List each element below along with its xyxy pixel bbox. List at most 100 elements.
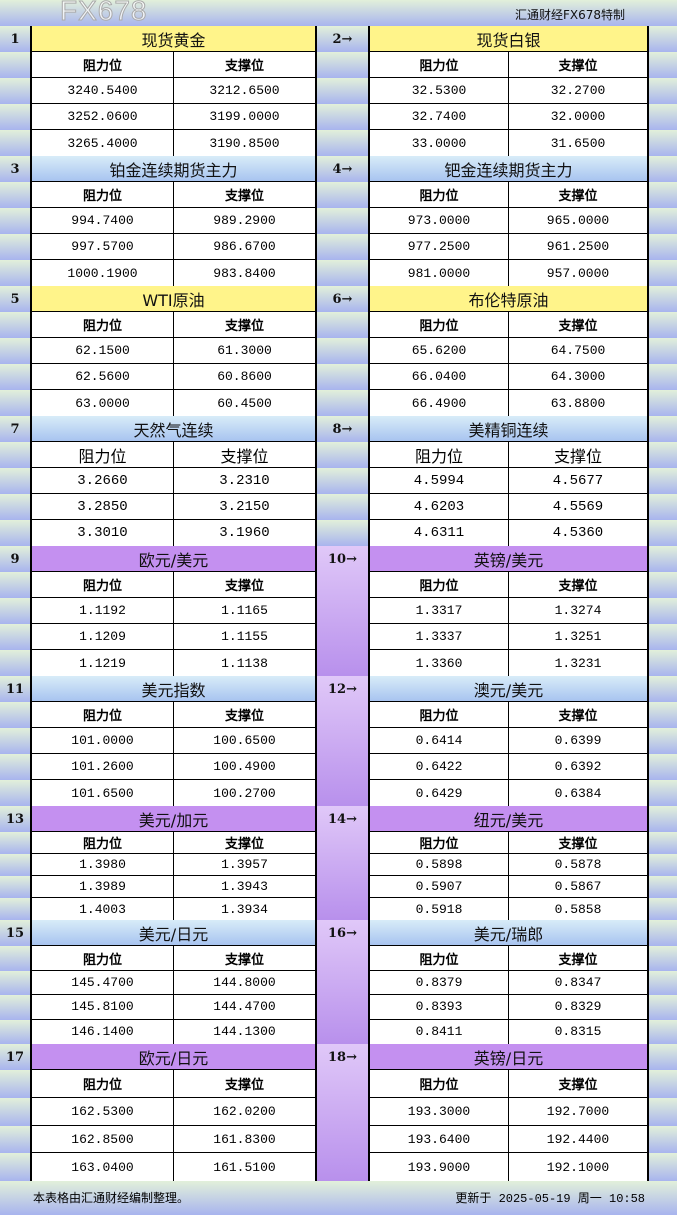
table-row: 162.5300 162.0200 [32, 1098, 315, 1126]
support-value: 161.8300 [173, 1125, 315, 1153]
resistance-header: 阻力位 [82, 319, 122, 334]
support-value: 1.1138 [173, 650, 315, 676]
instrument-title: 英镑/美元 [370, 546, 647, 572]
quote-table: 美元指数 阻力位 支撑位 101.0000 100.6500 101.2600 100.49… [30, 676, 317, 806]
resistance-header: 阻力位 [82, 1078, 122, 1093]
resistance-value: 1.4003 [79, 901, 126, 917]
support-value: 3212.6500 [173, 78, 315, 103]
instrument-title: 欧元/美元 [32, 546, 315, 572]
resistance-value: 66.0400 [411, 369, 467, 384]
support-value: 1.3251 [508, 624, 647, 649]
column-header-row: 阻力位 支撑位 [370, 702, 647, 728]
table-row: 32.5300 32.2700 [370, 78, 647, 104]
column-header-row: 阻力位 支撑位 [32, 182, 315, 208]
support-value: 60.8600 [173, 364, 315, 389]
support-value: 0.6384 [508, 780, 647, 806]
table-row: 163.0400 161.5100 [32, 1153, 315, 1182]
resistance-value: 981.0000 [407, 265, 471, 281]
footer-note: 本表格由汇通财经编制整理。 [33, 1191, 190, 1205]
table-row: 145.8100 144.4700 [32, 995, 315, 1020]
resistance-value: 101.0000 [71, 733, 134, 748]
resistance-value: 0.6422 [415, 759, 463, 774]
instrument-number: 6→ [332, 291, 353, 307]
table-row: 981.0000 957.0000 [370, 260, 647, 286]
column-header-row: 阻力位 支撑位 [370, 946, 647, 971]
resistance-header: 阻力位 [78, 446, 127, 466]
resistance-value: 32.7400 [411, 109, 467, 124]
support-value: 0.8329 [508, 995, 647, 1019]
resistance-header: 阻力位 [82, 59, 122, 74]
support-value: 161.5100 [173, 1153, 315, 1182]
instrument-number: 14→ [328, 811, 357, 827]
table-row: 1.1219 1.1138 [32, 650, 315, 676]
support-header: 支撑位 [173, 1070, 315, 1097]
support-header: 支撑位 [508, 52, 647, 77]
table-row: 66.0400 64.3000 [370, 364, 647, 390]
support-header: 支撑位 [173, 442, 315, 467]
table-row: 63.0000 60.4500 [32, 390, 315, 416]
instrument-title: 美元/日元 [32, 920, 315, 946]
support-value: 60.4500 [173, 390, 315, 416]
support-value: 192.4400 [508, 1125, 647, 1153]
table-row: 1.3980 1.3957 [32, 854, 315, 876]
resistance-value: 0.8411 [415, 1024, 463, 1040]
resistance-value: 0.8393 [415, 999, 463, 1015]
resistance-value: 977.2500 [407, 239, 471, 254]
quote-table: 美元/日元 阻力位 支撑位 145.4700 144.8000 145.8100 144.4… [30, 920, 317, 1044]
resistance-value: 3.2850 [77, 498, 128, 515]
support-value: 957.0000 [508, 260, 647, 286]
support-value: 63.8800 [508, 390, 647, 416]
brand-label: 汇通财经FX678特制 [514, 8, 625, 22]
support-value: 0.8315 [508, 1019, 647, 1044]
instrument-title: 美元/瑞郎 [370, 920, 647, 946]
instrument-number: 1 [10, 31, 20, 47]
quote-table: 欧元/美元 阻力位 支撑位 1.1192 1.1165 1.1209 1.1155 1.121… [30, 546, 317, 676]
resistance-value: 0.5898 [415, 857, 463, 872]
table-row: 101.2600 100.4900 [32, 754, 315, 780]
resistance-value: 1.3317 [415, 603, 463, 618]
support-value: 3190.8500 [173, 130, 315, 156]
watermark-logo: FX678 [60, 0, 148, 26]
support-value: 61.3000 [173, 338, 315, 363]
support-value: 144.8000 [173, 971, 315, 995]
support-header: 支撑位 [508, 312, 647, 337]
support-value: 144.4700 [173, 995, 315, 1019]
resistance-value: 32.5300 [411, 83, 467, 98]
quote-table: 铂金连续期货主力 阻力位 支撑位 994.7400 989.2900 997.5700 98… [30, 156, 317, 286]
instrument-number: 12→ [328, 681, 357, 697]
support-value: 144.1300 [173, 1019, 315, 1044]
instrument-number: 10→ [328, 551, 357, 567]
column-header-row: 阻力位 支撑位 [32, 1070, 315, 1098]
column-header-row: 阻力位 支撑位 [370, 182, 647, 208]
support-value: 64.3000 [508, 364, 647, 389]
support-value: 1.1165 [173, 598, 315, 623]
table-row: 0.6414 0.6399 [370, 728, 647, 754]
resistance-value: 162.8500 [71, 1131, 134, 1147]
resistance-value: 63.0000 [75, 395, 130, 411]
resistance-value: 193.9000 [407, 1159, 471, 1175]
resistance-value: 3240.5400 [67, 83, 138, 98]
support-value: 0.5878 [508, 854, 647, 875]
quote-table: 天然气连续 阻力位 支撑位 3.2660 3.2310 3.2850 3.2150 3.301… [30, 416, 317, 546]
support-value: 1.3934 [173, 898, 315, 920]
resistance-value: 0.5918 [415, 901, 463, 917]
table-row: 1.4003 1.3934 [32, 898, 315, 920]
resistance-header: 阻力位 [419, 59, 459, 74]
support-value: 0.8347 [508, 971, 647, 995]
table-row: 3265.4000 3190.8500 [32, 130, 315, 156]
table-row: 0.6422 0.6392 [370, 754, 647, 780]
support-header: 支撑位 [508, 1070, 647, 1097]
support-value: 64.7500 [508, 338, 647, 363]
resistance-value: 193.3000 [407, 1103, 471, 1119]
column-header-row: 阻力位 支撑位 [32, 946, 315, 971]
instrument-title: 天然气连续 [32, 416, 315, 442]
support-value: 965.0000 [508, 208, 647, 233]
resistance-value: 0.6414 [415, 733, 463, 748]
support-value: 1.1155 [173, 624, 315, 649]
resistance-value: 162.5300 [71, 1103, 134, 1119]
quote-table: 英镑/美元 阻力位 支撑位 1.3317 1.3274 1.3337 1.3251 1.336… [368, 546, 649, 676]
column-header-row: 阻力位 支撑位 [32, 312, 315, 338]
instrument-title: 美精铜连续 [370, 416, 647, 442]
table-row: 1.3317 1.3274 [370, 598, 647, 624]
top-bar: FX678 汇通财经FX678特制 [0, 0, 677, 26]
